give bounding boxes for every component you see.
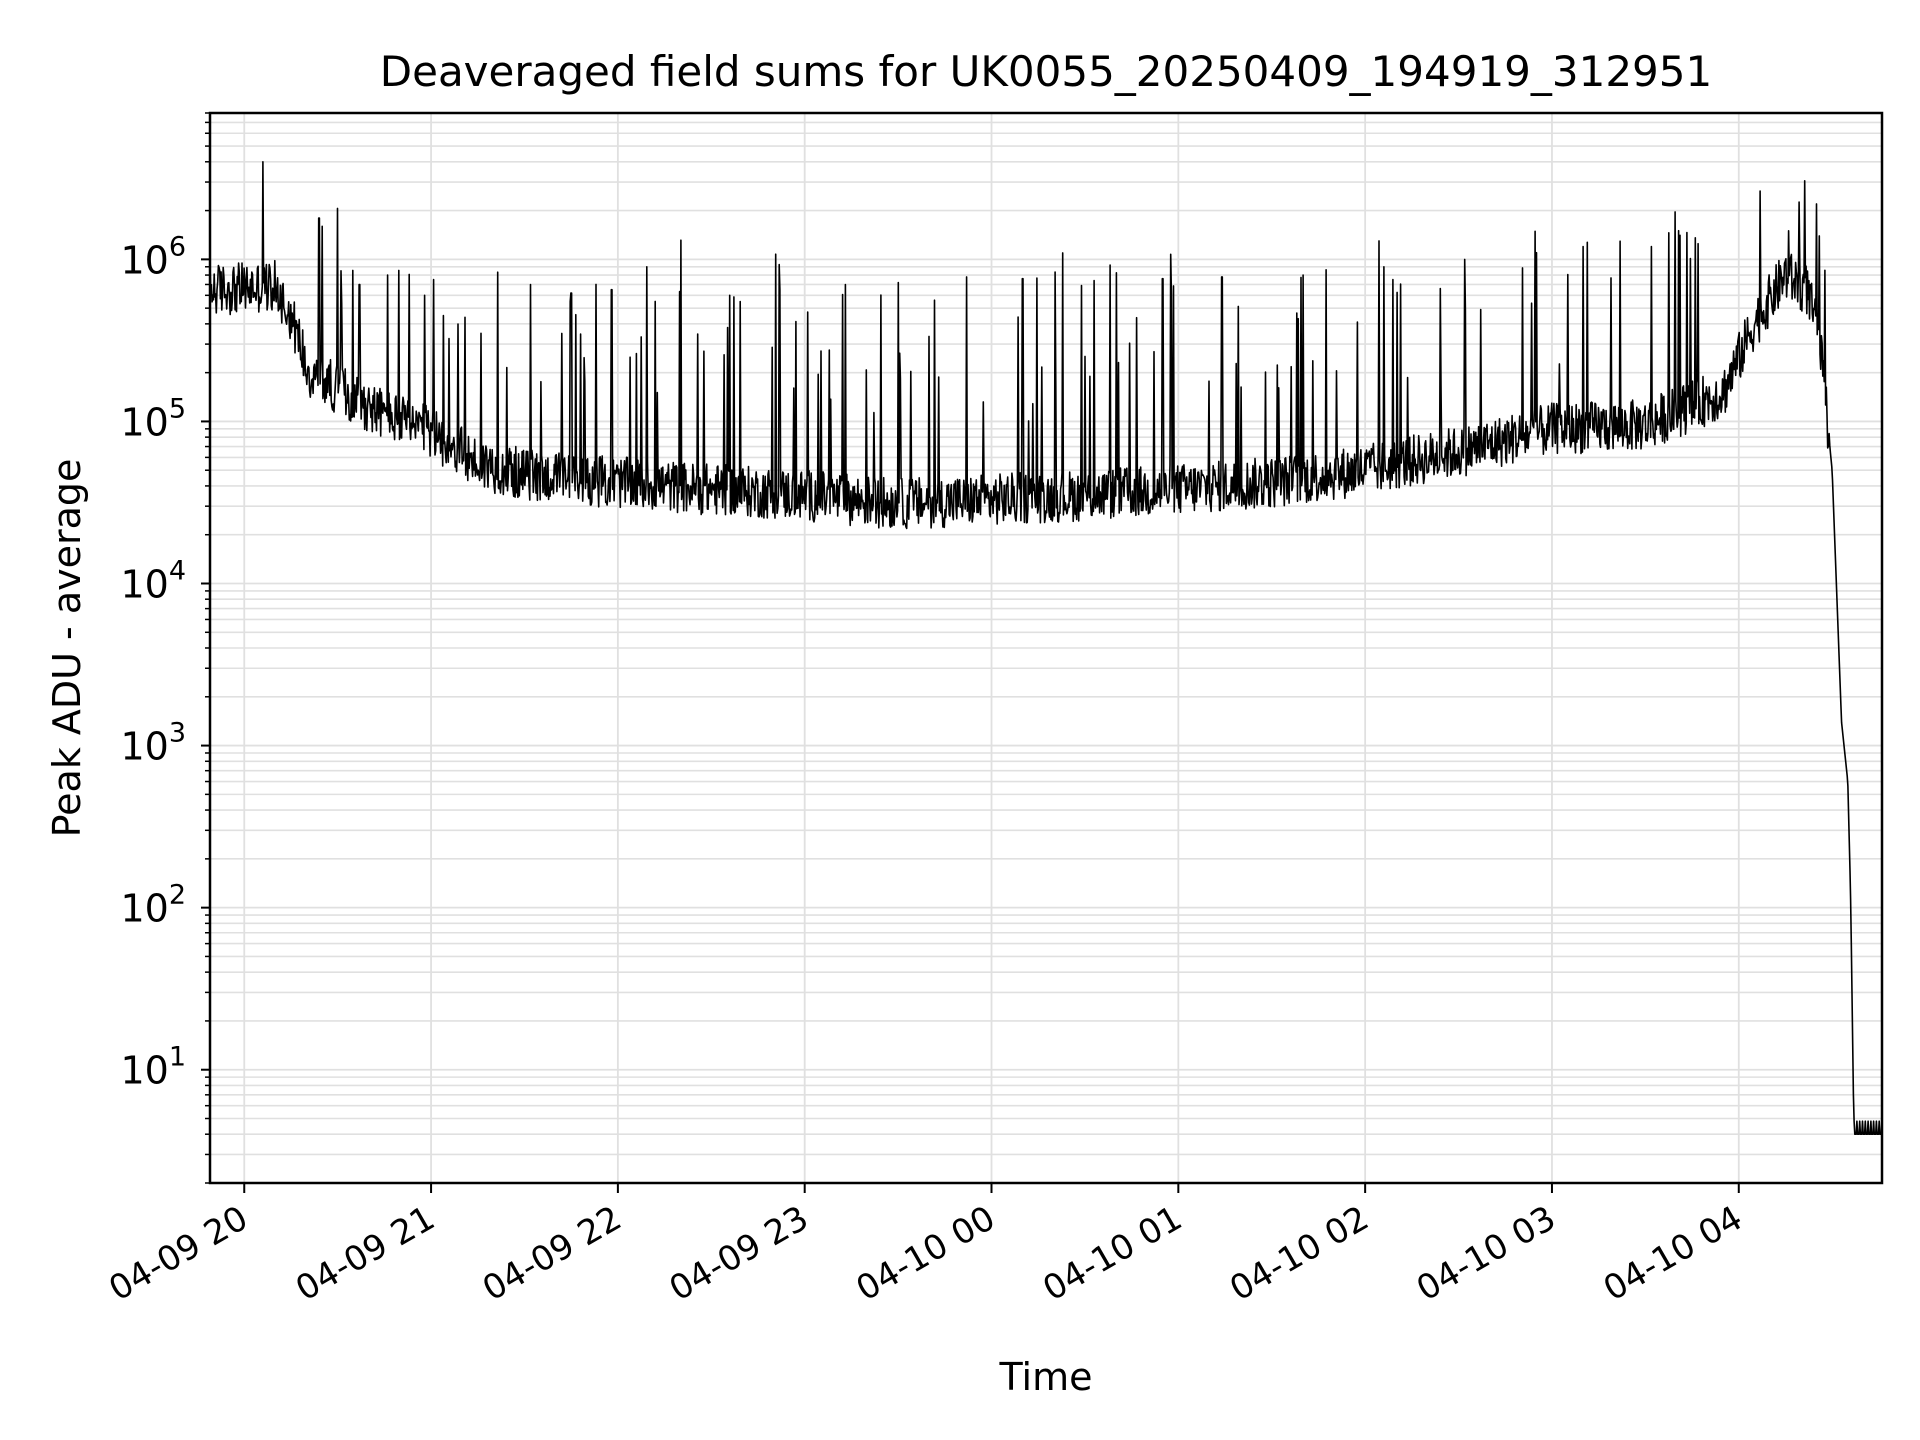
series-line [209,161,1883,1135]
y-tick-exponent: 4 [169,556,186,587]
y-tick-exponent: 6 [169,231,186,262]
chart-title: Deaveraged field sums for UK0055_2025040… [380,47,1712,96]
gridlines [210,112,1882,1184]
y-tick-exponent: 5 [169,393,186,424]
x-axis-label: Time [999,1355,1093,1399]
series-group [209,161,1883,1135]
axis-ticks [201,112,1740,1193]
y-tick-exponent: 3 [169,718,186,749]
y-axis-label: Peak ADU - average [45,459,89,838]
y-tick-label: 106 [120,231,186,282]
y-tick-exponent: 1 [169,1042,186,1073]
y-tick-exponent: 2 [169,880,186,911]
